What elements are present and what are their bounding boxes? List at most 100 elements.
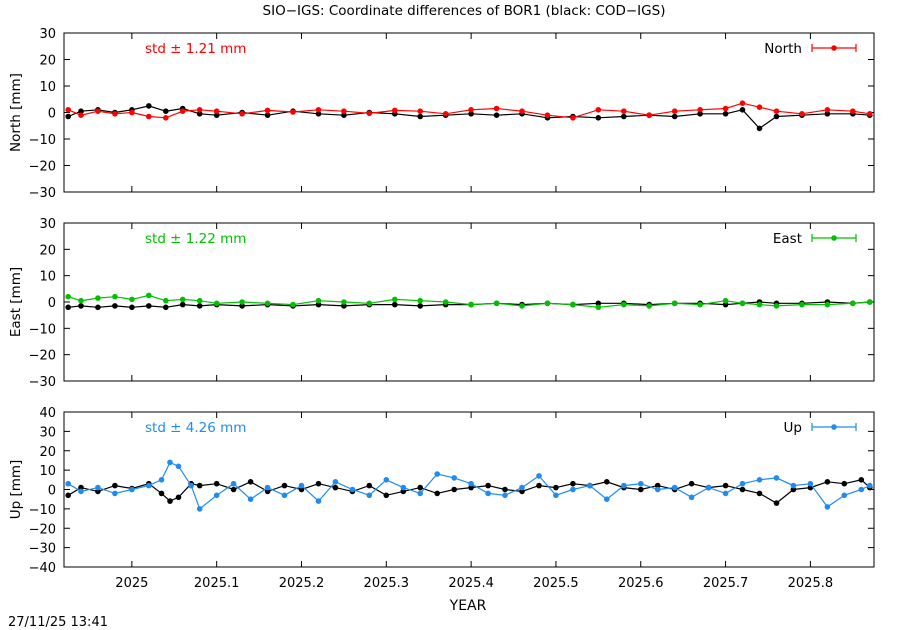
data-point	[570, 480, 576, 487]
data-point	[196, 482, 203, 489]
data-point	[366, 482, 373, 489]
data-point	[179, 296, 186, 303]
data-point	[146, 103, 152, 109]
panel-east: 30 20 10 0 −10 −20 −30 East [mm] std ± 1.22 mm Ea…	[8, 217, 875, 390]
x-tick-label: 2025.5	[533, 576, 579, 591]
data-point	[146, 113, 152, 120]
x-tick-label: 2025.4	[448, 576, 494, 591]
data-point	[78, 303, 84, 309]
data-point	[799, 301, 805, 308]
data-point	[349, 486, 356, 493]
data-point	[175, 494, 182, 501]
data-point	[756, 104, 763, 110]
data-point	[867, 111, 873, 117]
data-point	[239, 303, 245, 309]
data-point	[434, 471, 441, 477]
data-point	[544, 300, 551, 307]
data-point	[95, 304, 101, 311]
x-tick-label: 2025.2	[279, 576, 325, 591]
data-point	[553, 492, 559, 499]
data-point	[722, 301, 729, 308]
y-tick-label: −30	[29, 375, 56, 390]
y-tick-label: −30	[29, 542, 56, 557]
data-point	[315, 480, 322, 487]
data-point	[502, 486, 508, 493]
x-tick-label: 2025.7	[703, 576, 749, 591]
data-point	[146, 303, 152, 309]
data-point	[544, 112, 551, 118]
data-point	[773, 108, 780, 114]
data-point	[654, 482, 661, 489]
data-point	[213, 300, 220, 307]
x-tick-label: 2025	[115, 576, 148, 591]
y-tick-label: −20	[29, 349, 56, 364]
data-point	[621, 113, 627, 120]
data-point	[341, 112, 347, 118]
data-point	[773, 303, 780, 309]
legend-label: Up	[784, 420, 802, 436]
data-point	[773, 475, 780, 481]
data-point	[451, 486, 458, 493]
y-axis-label: Up [mm]	[8, 460, 24, 520]
data-point	[451, 475, 458, 481]
y-tick-label: 40	[39, 406, 56, 421]
data-point	[824, 107, 831, 113]
data-point	[722, 105, 729, 112]
y-tick-label: 30	[39, 425, 56, 440]
data-point	[315, 498, 322, 504]
data-point	[264, 112, 271, 118]
chart-title: SIO−IGS: Coordinate differences of BOR1 …	[263, 3, 666, 19]
data-point	[196, 111, 203, 117]
data-point	[315, 297, 322, 304]
data-point	[417, 297, 424, 304]
data-point	[95, 484, 101, 491]
data-point	[95, 108, 101, 114]
data-point	[298, 482, 305, 489]
data-point	[78, 488, 84, 495]
data-point	[281, 482, 288, 489]
data-point	[383, 492, 390, 499]
data-point	[671, 300, 678, 307]
x-axis-label: YEAR	[449, 598, 487, 614]
data-point	[595, 115, 602, 121]
data-point	[638, 486, 644, 493]
data-point	[417, 490, 424, 497]
data-point	[179, 301, 186, 308]
data-point	[468, 107, 474, 113]
legend-label: East	[773, 231, 802, 247]
data-point	[688, 494, 695, 501]
data-point	[824, 111, 831, 117]
data-point	[146, 292, 152, 299]
data-point	[722, 490, 729, 497]
data-point	[756, 477, 763, 483]
x-tick-label: 2025.6	[618, 576, 664, 591]
data-point	[697, 107, 703, 113]
data-point	[400, 484, 407, 491]
data-point	[196, 303, 203, 309]
footer-timestamp: 27/11/25 13:41	[8, 615, 108, 630]
data-point	[315, 111, 322, 117]
data-point	[493, 105, 500, 112]
data-point	[196, 506, 203, 512]
data-point	[167, 459, 173, 466]
std-label: std ± 4.26 mm	[145, 420, 246, 436]
data-point	[595, 107, 602, 113]
data-point	[290, 109, 296, 115]
data-point	[315, 301, 322, 308]
y-tick-label: 10	[39, 464, 56, 479]
data-point	[213, 492, 220, 499]
data-point	[671, 484, 678, 491]
data-point	[167, 498, 173, 504]
data-point	[519, 303, 525, 309]
data-point	[281, 492, 288, 499]
y-tick-label: 10	[39, 270, 56, 285]
data-point	[570, 115, 576, 121]
data-point	[392, 296, 398, 303]
data-point	[65, 492, 71, 499]
data-point	[163, 297, 169, 304]
data-point	[175, 463, 182, 470]
data-point	[247, 479, 254, 485]
data-point	[604, 479, 610, 485]
data-point	[383, 477, 390, 483]
data-point	[112, 482, 118, 489]
